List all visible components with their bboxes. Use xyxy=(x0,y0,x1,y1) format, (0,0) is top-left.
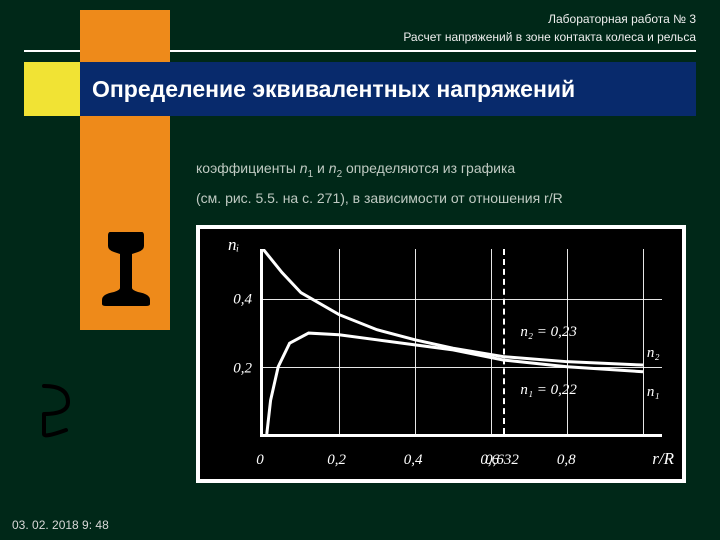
header-meta: Лабораторная работа № 3 Расчет напряжени… xyxy=(403,10,696,46)
chart-inner: nᵢ 0,20,400,20,40,60,80,632r/Rn₂ = 0,23n… xyxy=(200,229,682,479)
chart-curves xyxy=(263,249,662,434)
y-axis-label: nᵢ xyxy=(228,235,239,255)
chart-plot-area xyxy=(260,249,662,437)
body-text: коэффициенты n1 и n2 определяются из гра… xyxy=(196,160,690,216)
x-tick-label: 0,8 xyxy=(557,452,576,469)
curve-label-n2: n₂ xyxy=(647,345,660,362)
x-axis-label: r/R xyxy=(652,449,674,469)
gridline-v xyxy=(415,249,416,434)
x-tick-label: 0 xyxy=(256,452,264,469)
gridline-v xyxy=(643,249,644,434)
gridline-v xyxy=(567,249,568,434)
header-line1: Лабораторная работа № 3 xyxy=(403,10,696,28)
curve-n2 xyxy=(263,249,643,365)
body-line2: (см. рис. 5.5. на с. 271), в зависимости… xyxy=(196,190,690,206)
signature-icon xyxy=(38,380,82,440)
dashed-x-label: 0,632 xyxy=(485,452,519,469)
curve-label-n1: n₁ xyxy=(647,384,660,401)
annotation-n1: n₁ = 0,22 xyxy=(520,382,577,399)
y-tick-label: 0,2 xyxy=(200,360,252,377)
header-line2: Расчет напряжений в зоне контакта колеса… xyxy=(403,28,696,46)
title-band: Определение эквивалентных напряжений xyxy=(80,62,696,116)
gridline-h xyxy=(263,299,662,300)
gridline-v xyxy=(339,249,340,434)
chart: nᵢ 0,20,400,20,40,60,80,632r/Rn₂ = 0,23n… xyxy=(196,225,686,483)
x-tick-label: 0,2 xyxy=(327,452,346,469)
rail-icon xyxy=(100,230,152,308)
dashed-reference-line xyxy=(503,249,505,434)
x-tick-label: 0,4 xyxy=(404,452,423,469)
gridline-v xyxy=(491,249,492,434)
accent-yellow-bar xyxy=(24,62,80,116)
annotation-n2: n₂ = 0,23 xyxy=(520,324,577,341)
gridline-h xyxy=(263,367,662,368)
y-tick-label: 0,4 xyxy=(200,292,252,309)
body-line1: коэффициенты n1 и n2 определяются из гра… xyxy=(196,160,690,180)
timestamp: 03. 02. 2018 9: 48 xyxy=(12,518,109,532)
page-title: Определение эквивалентных напряжений xyxy=(92,76,575,103)
